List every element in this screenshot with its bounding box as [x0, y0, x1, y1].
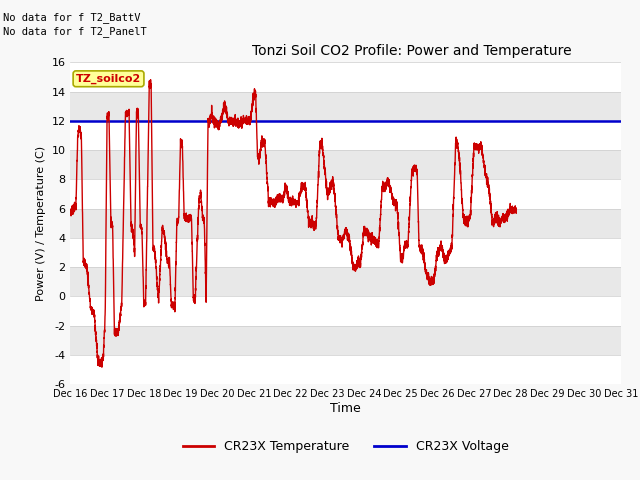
Bar — [70, 267, 621, 296]
X-axis label: Time: Time — [330, 402, 361, 415]
Title: Tonzi Soil CO2 Profile: Power and Temperature: Tonzi Soil CO2 Profile: Power and Temper… — [252, 45, 572, 59]
Bar — [70, 209, 621, 238]
Legend: CR23X Temperature, CR23X Voltage: CR23X Temperature, CR23X Voltage — [178, 435, 513, 458]
Bar — [70, 325, 621, 355]
Bar — [70, 355, 621, 384]
Bar — [70, 121, 621, 150]
Bar — [70, 238, 621, 267]
Bar — [70, 180, 621, 209]
Y-axis label: Power (V) / Temperature (C): Power (V) / Temperature (C) — [36, 145, 46, 301]
Text: No data for f T2_BattV: No data for f T2_BattV — [3, 12, 141, 23]
Bar — [70, 150, 621, 180]
Text: No data for f T2_PanelT: No data for f T2_PanelT — [3, 26, 147, 37]
Bar — [70, 92, 621, 121]
Bar — [70, 296, 621, 325]
Bar — [70, 62, 621, 92]
Text: TZ_soilco2: TZ_soilco2 — [76, 73, 141, 84]
